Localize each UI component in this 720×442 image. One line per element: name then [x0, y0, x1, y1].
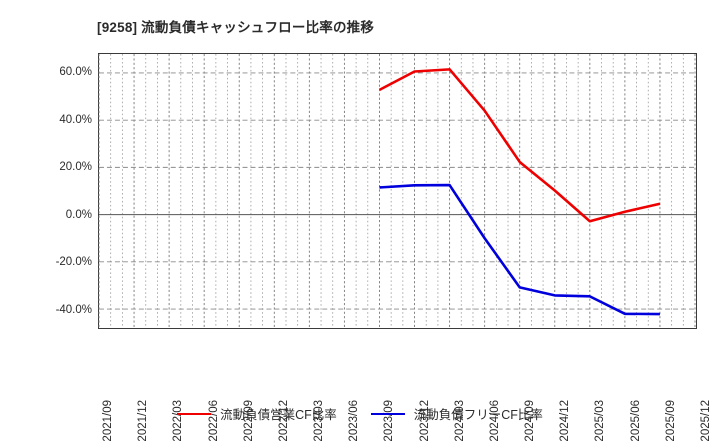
legend-label: 流動負債フリーCF比率: [413, 408, 543, 422]
y-tick-label: -20.0%: [55, 256, 92, 269]
series-line-0: [378, 68, 661, 223]
y-tick-label: 20.0%: [59, 161, 92, 174]
plot-area: [98, 53, 697, 329]
chart-legend: 流動負債営業CF比率 流動負債フリーCF比率: [0, 404, 720, 423]
y-tick-label: 40.0%: [59, 113, 92, 126]
x-axis-tick-labels: 2021/09 2021/12 2022/03 2022/06 2022/09 2022/…: [98, 334, 712, 442]
y-axis-tick-labels: -40.0% -20.0% 0.0% 20.0% 40.0% 60.0%: [0, 53, 92, 329]
y-tick-label: 60.0%: [59, 66, 92, 79]
data-series-layer: [378, 68, 661, 316]
legend-color-swatch: [370, 412, 405, 415]
y-tick-label: 0.0%: [65, 208, 92, 221]
series-line-1: [379, 183, 660, 316]
legend-item-1[interactable]: 流動負債フリーCF比率: [370, 404, 543, 423]
chart-title: [9258] 流動負債キャッシュフロー比率の推移: [97, 20, 375, 35]
legend-color-swatch: [177, 412, 212, 415]
legend-item-0[interactable]: 流動負債営業CF比率: [177, 404, 337, 423]
y-tick-label: -40.0%: [55, 303, 92, 316]
legend-label: 流動負債営業CF比率: [220, 408, 337, 422]
